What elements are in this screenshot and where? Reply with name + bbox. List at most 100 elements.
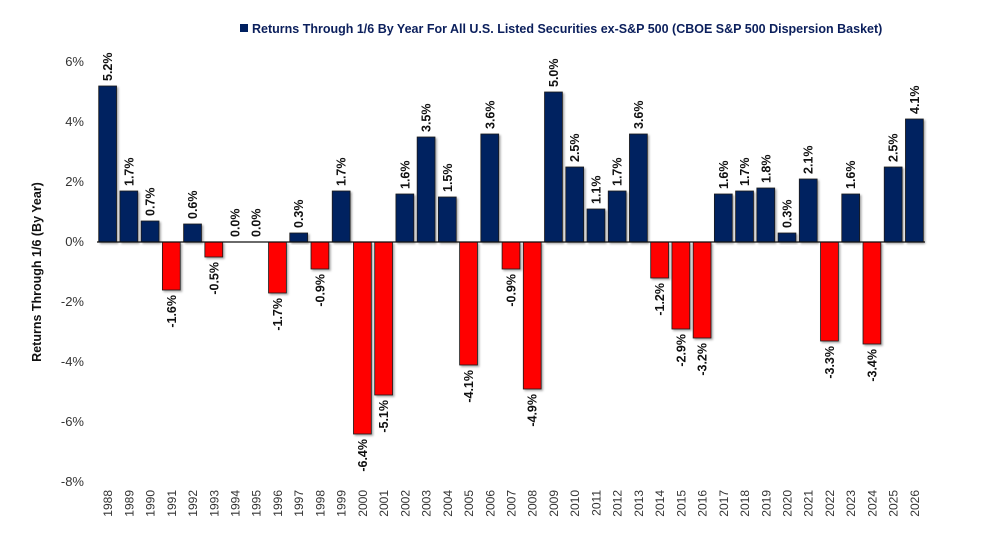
x-tick-label: 2015	[674, 490, 688, 517]
x-tick-label: 2005	[462, 490, 476, 517]
data-label-1994: 0.0%	[229, 209, 243, 238]
data-label-2007: -0.9%	[505, 274, 519, 307]
data-label-2014: -1.2%	[653, 283, 667, 316]
x-axis-ticks: 1988 1989 1990 1991 1992 1993 1994 1995 1996 1997…	[101, 490, 922, 517]
y-tick-label: 0%	[65, 234, 84, 249]
bars	[98, 85, 924, 435]
data-label-1999: 1.7%	[335, 158, 349, 187]
chart-legend: Returns Through 1/6 By Year For All U.S.…	[240, 22, 882, 36]
x-tick-label: 2014	[653, 490, 667, 517]
bar-2019	[756, 187, 776, 243]
x-tick-label: 2016	[696, 490, 710, 517]
bar-1999	[331, 190, 351, 243]
data-label-2019: 1.8%	[759, 155, 773, 184]
data-label-2002: 1.6%	[398, 161, 412, 190]
y-tick-label: -8%	[61, 474, 85, 489]
data-label-2020: 0.3%	[781, 200, 795, 229]
data-label-2023: 1.6%	[844, 161, 858, 190]
bar-1989	[119, 190, 139, 243]
data-label-2015: -2.9%	[674, 334, 688, 367]
bar-2026	[905, 118, 924, 243]
x-tick-label: 2020	[781, 490, 795, 517]
x-tick-label: 2009	[547, 490, 561, 517]
y-tick-label: 2%	[65, 174, 84, 189]
bar-2008	[522, 241, 542, 390]
bar-2000	[353, 241, 372, 435]
bar-1997	[289, 232, 309, 243]
y-tick-label: -6%	[61, 414, 85, 429]
bar-1988	[98, 85, 117, 243]
x-tick-label: 2013	[632, 490, 646, 517]
data-label-2003: 3.5%	[420, 104, 434, 133]
data-label-2018: 1.7%	[738, 158, 752, 187]
data-label-2026: 4.1%	[908, 86, 922, 115]
x-tick-label: 2019	[759, 490, 773, 517]
x-tick-label: 2018	[738, 490, 752, 517]
x-tick-label: 2004	[441, 490, 455, 517]
bar-2007	[501, 241, 521, 270]
data-labels: 5.2% 1.7% 0.7% -1.6% 0.6% -0.5% 0.0% 0.0% -1.7% 0…	[101, 53, 922, 472]
bar-2016	[692, 241, 712, 339]
bar-2017	[713, 193, 733, 243]
y-tick-label: -2%	[61, 294, 85, 309]
data-label-2009: 5.0%	[547, 59, 561, 88]
x-tick-label: 2024	[865, 490, 879, 517]
data-label-1997: 0.3%	[292, 200, 306, 229]
data-label-2006: 3.6%	[483, 101, 497, 130]
bar-2003	[416, 136, 436, 243]
x-tick-label: 1999	[335, 490, 349, 517]
x-tick-label: 1995	[250, 490, 264, 517]
bar-2020	[777, 232, 797, 243]
bar-2014	[650, 241, 669, 279]
y-axis-ticks: 6% 4% 2% 0% -2% -4% -6% -8%	[61, 54, 85, 489]
bar-1998	[310, 241, 330, 270]
data-label-2000: -6.4%	[356, 439, 370, 472]
bar-2022	[820, 241, 839, 342]
x-tick-label: 2012	[611, 490, 625, 517]
data-label-1992: 0.6%	[186, 191, 200, 220]
x-tick-label: 1997	[292, 490, 306, 517]
x-tick-label: 2010	[568, 490, 582, 517]
bar-1996	[268, 241, 287, 294]
bar-2012	[607, 190, 627, 243]
x-tick-label: 2006	[483, 490, 497, 517]
bar-2004	[437, 196, 457, 243]
bar-2021	[798, 178, 818, 243]
data-label-2024: -3.4%	[865, 349, 879, 382]
x-tick-label: 2021	[802, 490, 816, 517]
y-tick-label: 6%	[65, 54, 84, 69]
data-label-1996: -1.7%	[271, 298, 285, 331]
x-tick-label: 1989	[122, 490, 136, 517]
bar-2023	[841, 193, 861, 243]
y-tick-label: -4%	[61, 354, 85, 369]
x-tick-label: 1992	[186, 490, 200, 517]
x-tick-label: 2026	[908, 490, 922, 517]
x-tick-label: 1998	[313, 490, 327, 517]
bar-2011	[586, 208, 606, 243]
x-tick-label: 2003	[420, 490, 434, 517]
data-label-1990: 0.7%	[144, 188, 158, 217]
x-tick-label: 1988	[101, 490, 115, 517]
x-tick-label: 1994	[229, 490, 243, 517]
bar-1993	[204, 241, 224, 258]
bar-2002	[395, 193, 415, 243]
x-tick-label: 2025	[887, 490, 901, 517]
data-label-1995: 0.0%	[250, 209, 264, 238]
x-tick-label: 2011	[589, 490, 603, 516]
data-label-2010: 2.5%	[568, 134, 582, 163]
x-tick-label: 2002	[398, 490, 412, 517]
bar-1992	[183, 223, 202, 243]
data-label-2021: 2.1%	[802, 146, 816, 175]
data-label-1988: 5.2%	[101, 53, 115, 82]
bar-2001	[374, 241, 393, 396]
data-label-2025: 2.5%	[887, 134, 901, 163]
x-tick-label: 2022	[823, 490, 837, 517]
bar-2024	[862, 241, 882, 345]
y-tick-label: 4%	[65, 114, 84, 129]
x-tick-label: 2017	[717, 490, 731, 517]
data-label-2001: -5.1%	[377, 400, 391, 433]
x-tick-label: 2001	[377, 490, 391, 517]
data-label-2011: 1.1%	[589, 176, 603, 205]
data-label-1991: -1.6%	[165, 295, 179, 328]
